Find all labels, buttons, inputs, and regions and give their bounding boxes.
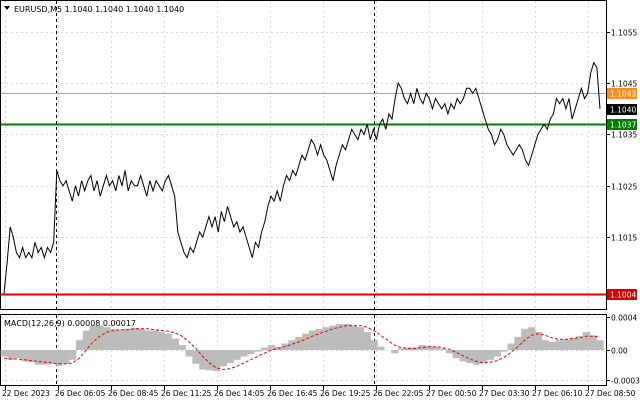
current-price-label: 1.1040 — [610, 106, 636, 115]
price-axis-label: 1.1015 — [611, 234, 637, 243]
time-axis-label: 27 Dec 06:10 — [532, 389, 583, 398]
macd-histogram-bar — [466, 350, 473, 363]
macd-histogram-bar — [165, 334, 172, 350]
macd-histogram-bar — [501, 350, 508, 352]
price-axis-label: 1.1035 — [611, 131, 637, 140]
level-price-label: 1.1004 — [610, 291, 636, 300]
macd-histogram-bar — [97, 326, 104, 350]
macd-histogram-bar — [234, 350, 241, 360]
macd-histogram-bar — [521, 329, 528, 350]
macd-histogram-bar — [316, 329, 323, 350]
macd-histogram-bar — [583, 332, 590, 350]
time-axis-label: 26 Dec 14:05 — [214, 389, 265, 398]
macd-histogram-bar — [240, 350, 247, 357]
macd-histogram-bar — [90, 326, 97, 350]
macd-histogram-bar — [487, 350, 494, 360]
macd-histogram-bar — [473, 350, 480, 365]
macd-histogram-bar — [103, 327, 110, 350]
macd-histogram-bar — [151, 331, 158, 351]
macd-histogram-bar — [186, 350, 193, 357]
time-axis-label: 26 Dec 11:25 — [161, 389, 212, 398]
macd-histogram-bar — [350, 326, 357, 350]
macd-histogram-bar — [377, 347, 384, 350]
price-pane[interactable]: 1.1055 1.1045 1.1035 1.1025 1.1015 1.1043 1.1… — [1, 1, 638, 310]
macd-histogram-bar — [590, 335, 597, 350]
macd-histogram-bar — [131, 328, 138, 350]
macd-histogram-bar — [336, 324, 343, 350]
macd-histogram-bar — [562, 339, 569, 350]
macd-histogram-bar — [172, 339, 179, 350]
macd-histogram-bar — [302, 334, 309, 350]
time-axis-label: 26 Dec 22:05 — [373, 389, 424, 398]
macd-histogram-bar — [144, 331, 151, 351]
time-axis-label: 26 Dec 19:25 — [320, 389, 371, 398]
macd-histogram-bar — [556, 340, 563, 350]
macd-histogram-bar — [494, 350, 501, 357]
price-axis-label: 1.1025 — [611, 183, 637, 192]
time-axis-label: 26 Dec 08:45 — [108, 389, 159, 398]
macd-histogram-bar — [254, 350, 261, 352]
macd-pane[interactable]: 0.0004 0.00 -0.00037 MACD(12,26,9) 0.00008… — [1, 314, 640, 386]
macd-histogram-bar — [309, 331, 316, 351]
macd-histogram-bar — [227, 350, 234, 363]
macd-histogram-bar — [247, 350, 254, 354]
macd-histogram-bar — [62, 350, 69, 364]
macd-histogram-bar — [549, 342, 556, 350]
macd-histogram-bar — [357, 327, 364, 350]
level-price-label: 1.1043 — [610, 90, 636, 99]
level-price-label: 1.1037 — [610, 121, 636, 130]
macd-histogram-bar — [49, 350, 56, 364]
macd-histogram-bar — [480, 350, 487, 363]
macd-histogram-bar — [14, 350, 21, 358]
price-axis-label: 1.1045 — [611, 80, 637, 89]
macd-histogram-bar — [371, 340, 378, 350]
time-axis-label: 26 Dec 16:45 — [267, 389, 318, 398]
macd-histogram-bar — [7, 350, 14, 360]
time-axis-label: 27 Dec 00:50 — [426, 389, 477, 398]
macd-histogram-bar — [398, 348, 405, 350]
macd-histogram-bar — [261, 348, 268, 350]
macd-histogram-bar — [323, 327, 330, 350]
time-axis-label: 27 Dec 03:30 — [479, 389, 530, 398]
macd-histogram-bar — [69, 350, 76, 360]
time-axis-label: 27 Dec 08:50 — [585, 389, 636, 398]
macd-histogram-bar — [117, 330, 124, 350]
macd-histogram-bar — [138, 329, 145, 350]
macd-histogram-bar — [35, 350, 42, 365]
macd-histogram-bar — [295, 337, 302, 350]
symbol-header: EURUSD,M5 1.1040 1.1040 1.1040 1.1040 — [14, 5, 184, 14]
macd-histogram-bar — [158, 332, 165, 350]
macd-histogram-bar — [220, 350, 227, 366]
macd-histogram-bar — [76, 340, 83, 350]
macd-histogram-bar — [597, 340, 604, 350]
macd-histogram-bar — [364, 332, 371, 350]
price-pane-frame — [1, 1, 607, 310]
macd-histogram-bar — [528, 327, 535, 350]
macd-header: MACD(12,26,9) 0.00008 0.00017 — [4, 319, 136, 328]
macd-axis-label: -0.00037 — [611, 377, 640, 386]
macd-histogram-bar — [343, 324, 350, 350]
macd-histogram-bar — [569, 338, 576, 350]
price-axis-label: 1.1055 — [611, 29, 637, 38]
time-axis-label: 22 Dec 2023 — [2, 389, 50, 398]
macd-axis-label: 0.0004 — [611, 314, 637, 323]
macd-histogram-bar — [446, 350, 453, 353]
macd-histogram-bar — [110, 329, 117, 350]
macd-histogram-bar — [508, 344, 515, 351]
macd-histogram-bar — [1, 350, 8, 357]
time-axis-label: 26 Dec 06:05 — [55, 389, 106, 398]
macd-histogram-bar — [124, 329, 131, 350]
macd-histogram-bar — [391, 350, 398, 353]
macd-axis-label: 0.00 — [611, 347, 628, 356]
macd-histogram-bar — [542, 340, 549, 350]
macd-histogram-bar — [179, 345, 186, 350]
